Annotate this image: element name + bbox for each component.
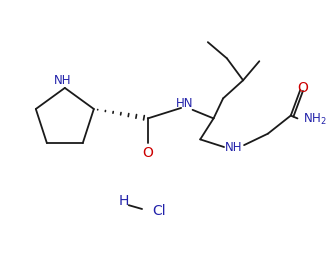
Text: H: H: [119, 194, 129, 208]
Text: HN: HN: [176, 97, 194, 110]
Text: NH: NH: [225, 140, 242, 153]
Text: O: O: [142, 146, 153, 160]
Text: NH: NH: [54, 74, 72, 87]
Text: Cl: Cl: [153, 204, 166, 218]
Text: O: O: [297, 81, 308, 95]
Text: NH$_2$: NH$_2$: [303, 112, 327, 127]
